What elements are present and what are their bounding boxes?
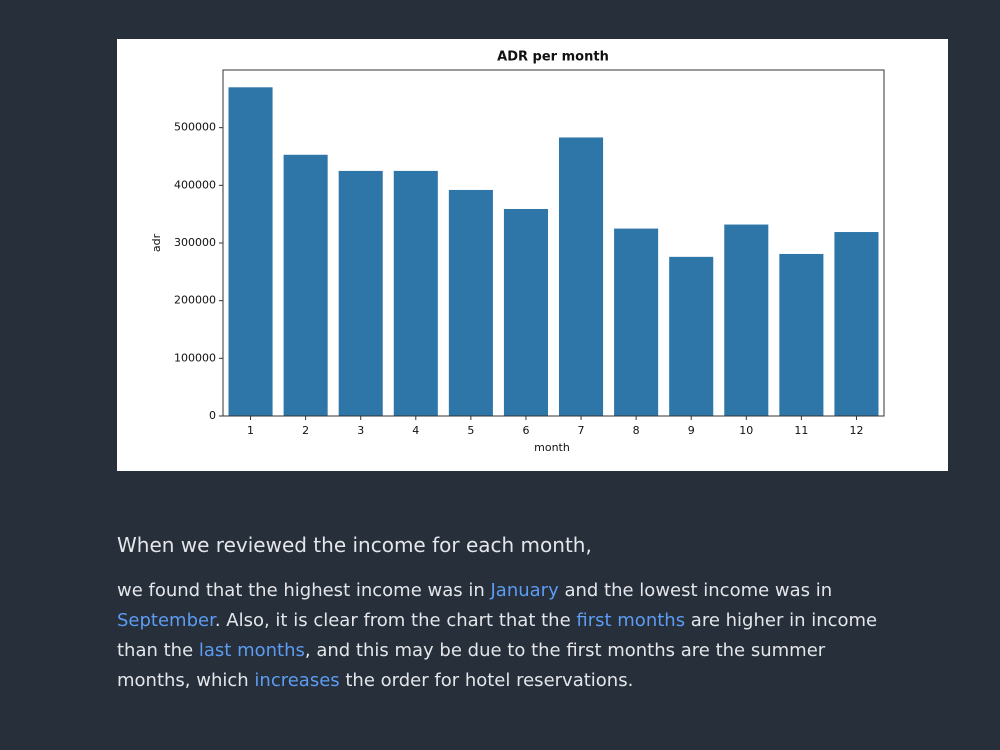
x-tick-label: 5	[467, 424, 474, 437]
chart: ADR per month month adr 0 100000 200000 300…	[117, 39, 948, 471]
bar	[448, 189, 493, 416]
y-tick-label: 400000	[174, 178, 216, 191]
bar	[559, 137, 604, 416]
bar	[393, 170, 438, 416]
y-tick-label: 200000	[174, 294, 216, 307]
x-tick-label: 10	[739, 424, 753, 437]
highlighted-text: September	[117, 610, 215, 631]
text-segment: the order for hotel reservations.	[339, 670, 634, 691]
highlighted-text: January	[490, 580, 559, 601]
y-axis-label: adr	[150, 233, 163, 252]
y-tick-label: 0	[209, 409, 216, 422]
bar	[228, 87, 273, 417]
x-tick-label: 8	[633, 424, 640, 437]
x-tick-label: 2	[302, 424, 309, 437]
x-tick-label: 3	[357, 424, 364, 437]
y-tick-label: 300000	[174, 236, 216, 249]
heading: When we reviewed the income for each mon…	[117, 533, 592, 557]
highlighted-text: first months	[576, 610, 686, 631]
y-tick-label: 500000	[174, 121, 216, 134]
x-tick-label: 11	[794, 424, 808, 437]
bar	[614, 228, 659, 416]
bar	[834, 232, 879, 416]
x-tick-label: 9	[688, 424, 695, 437]
bar	[724, 224, 769, 416]
bar	[338, 170, 383, 416]
bar	[283, 154, 328, 416]
bar	[779, 253, 824, 416]
text-segment: , and this may be due to the first month…	[117, 640, 826, 691]
text-segment: and the lowest income was in	[558, 580, 833, 601]
axes-frame	[222, 69, 885, 417]
highlighted-text: increases	[254, 670, 340, 691]
bar	[503, 208, 548, 416]
x-tick-label: 12	[849, 424, 863, 437]
text-segment: . Also, it is clear from the chart that …	[214, 610, 577, 631]
y-tick-label: 100000	[174, 351, 216, 364]
x-tick-label: 1	[247, 424, 254, 437]
bar	[669, 256, 714, 416]
x-tick-label: 7	[578, 424, 585, 437]
highlighted-text: last months	[198, 640, 305, 661]
x-tick-label: 6	[522, 424, 529, 437]
x-tick-label: 4	[412, 424, 419, 437]
text-segment: we found that the highest income was in	[117, 580, 491, 601]
x-axis-label: month	[534, 441, 570, 454]
chart-title: ADR per month	[497, 50, 609, 65]
text-segment: are higher in income than the	[117, 610, 878, 661]
paragraph: we found that the highest income was in …	[117, 576, 887, 696]
